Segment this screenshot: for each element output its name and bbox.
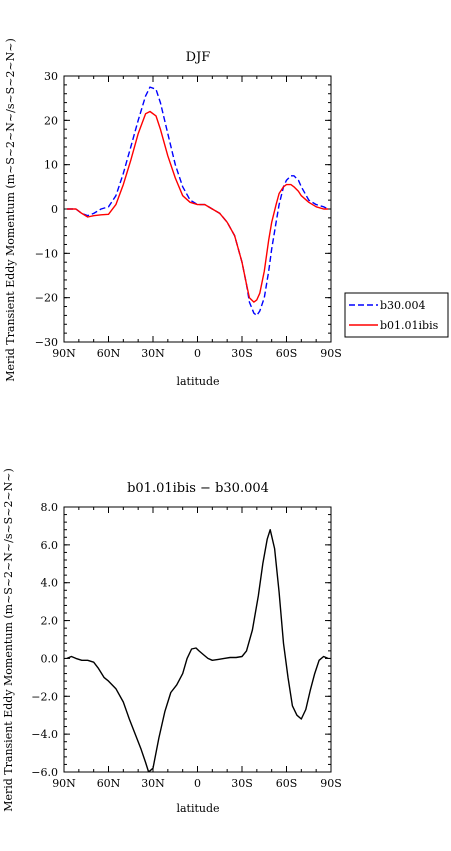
x-tick-label: 30N xyxy=(141,347,165,360)
y-tick-label: 0.0 xyxy=(41,652,59,665)
y-tick-label: 20 xyxy=(44,114,58,127)
x-tick-label: 60S xyxy=(276,777,298,790)
y-tick-label: −20 xyxy=(35,292,58,305)
y-axis-label-top: Merid Transient Eddy Momentum (m~S~2~N~/… xyxy=(4,38,17,382)
x-tick-label: 90S xyxy=(320,777,342,790)
x-tick-label: 90S xyxy=(320,347,342,360)
chart-top: DJF latitude Merid Transient Eddy Moment… xyxy=(4,38,342,388)
y-tick-label: −6.0 xyxy=(31,766,58,779)
y-tick-label: 2.0 xyxy=(41,615,59,628)
y-tick-label: −4.0 xyxy=(31,728,58,741)
x-tick-label: 30S xyxy=(231,347,253,360)
x-tick-label: 90N xyxy=(52,347,76,360)
y-tick-label: 0 xyxy=(51,203,58,216)
x-tick-label: 60N xyxy=(97,347,121,360)
x-tick-label: 0 xyxy=(194,777,201,790)
y-tick-label: −30 xyxy=(35,336,58,349)
x-axis-label-top: latitude xyxy=(176,375,219,388)
legend-label-b30.004: b30.004 xyxy=(380,299,426,312)
plot-frame-bottom xyxy=(63,506,332,773)
chart-title-bottom: b01.01ibis − b30.004 xyxy=(127,481,269,496)
y-tick-label: 10 xyxy=(44,159,58,172)
x-axis-label-bottom: latitude xyxy=(176,802,219,815)
x-tick-label: 0 xyxy=(194,347,201,360)
y-tick-label: −2.0 xyxy=(31,690,58,703)
x-tick-label: 60N xyxy=(97,777,121,790)
y-tick-label: −10 xyxy=(35,247,58,260)
plot-frame-top xyxy=(63,75,332,343)
legend-box xyxy=(344,292,449,338)
series-line-diff xyxy=(66,529,329,772)
legend: b30.004 b01.01ibis xyxy=(344,292,449,338)
chart-bottom: b01.01ibis − b30.004 latitude Merid Tran… xyxy=(2,468,342,815)
legend-label-b01.01ibis: b01.01ibis xyxy=(380,319,439,332)
x-tick-label: 30N xyxy=(141,777,165,790)
x-tick-label: 90N xyxy=(52,777,76,790)
y-tick-label: 4.0 xyxy=(41,577,59,590)
y-axis-label-bottom: Merid Transient Eddy Momentum (m~S~2~N~/… xyxy=(2,468,15,812)
series-line-b01.01ibis xyxy=(67,110,328,303)
y-tick-label: 8.0 xyxy=(41,501,59,514)
x-tick-label: 30S xyxy=(231,777,253,790)
y-tick-label: 30 xyxy=(44,70,58,83)
chart-title-top: DJF xyxy=(186,50,211,65)
y-tick-label: 6.0 xyxy=(41,539,59,552)
x-tick-label: 60S xyxy=(276,347,298,360)
series-line-b30.004 xyxy=(67,86,329,317)
